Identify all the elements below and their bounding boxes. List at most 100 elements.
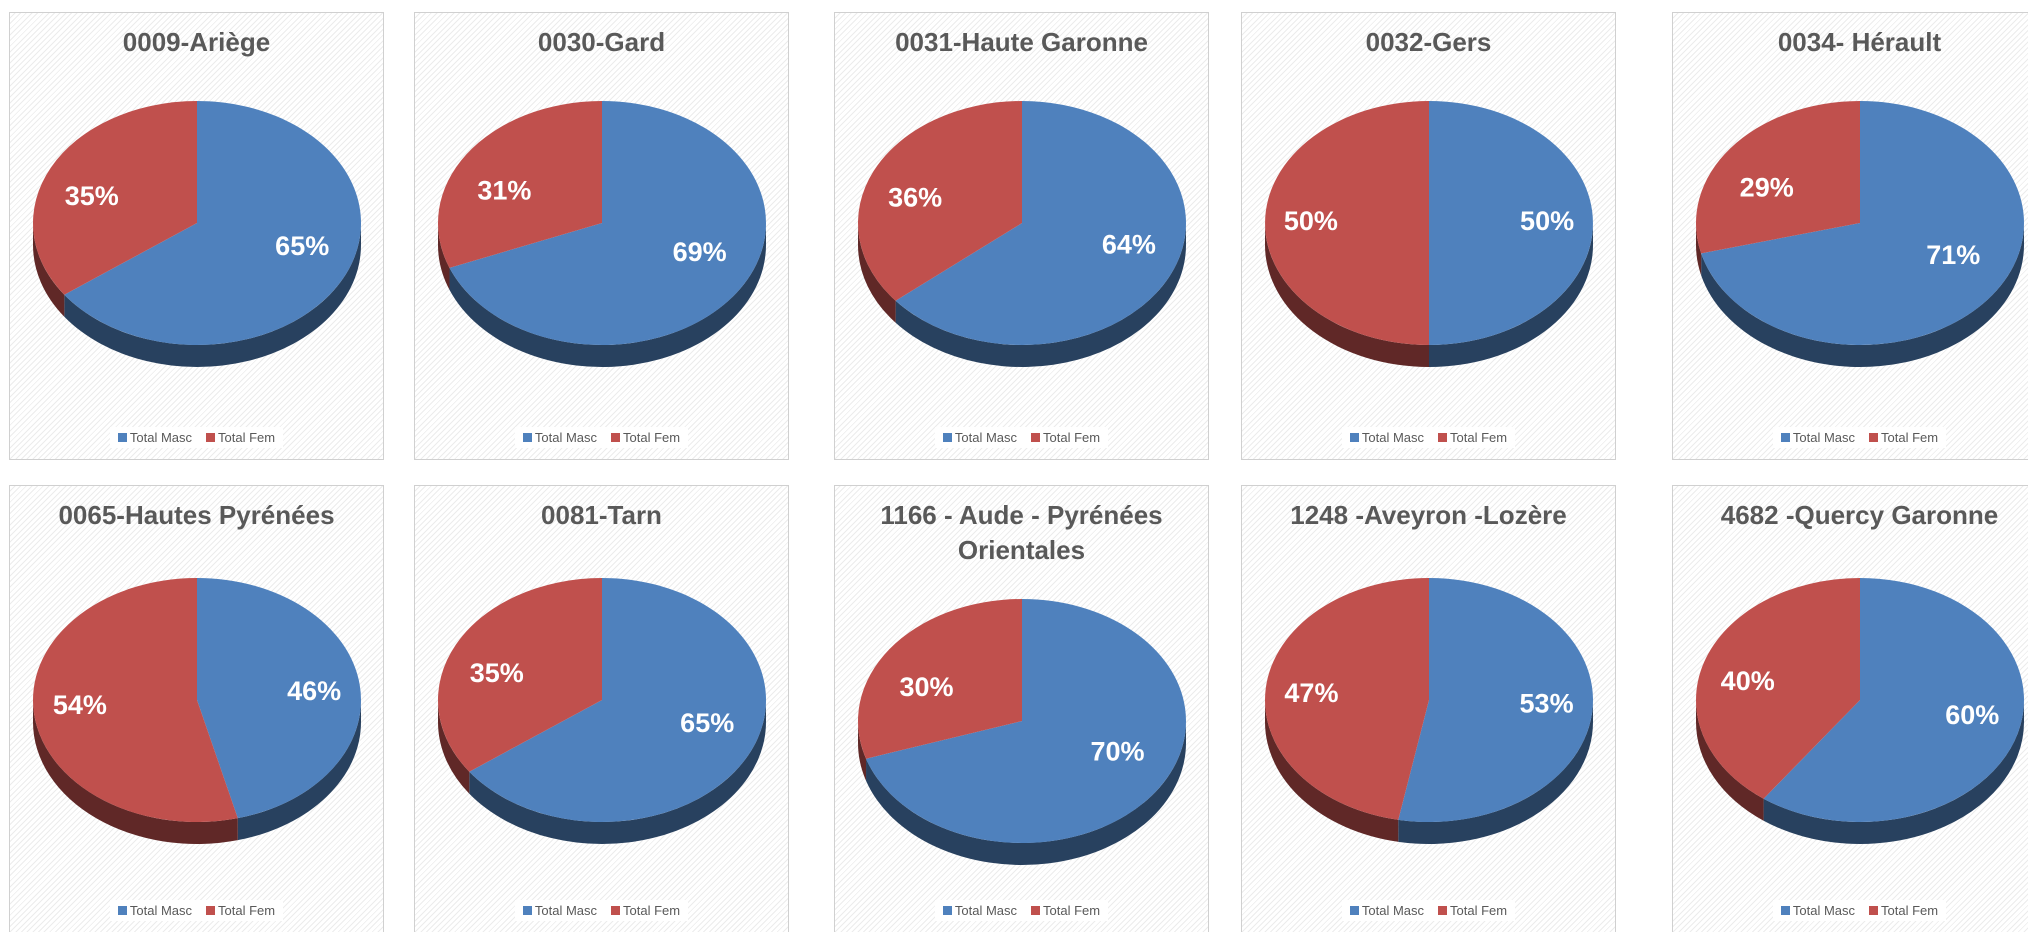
slice-side (469, 700, 766, 844)
legend-label: Total Fem (1450, 903, 1508, 918)
chart-title: 0034- Hérault (1777, 27, 1942, 57)
data-label: 50% (1520, 206, 1574, 236)
legend-label: Total Masc (954, 903, 1018, 918)
legend-box: Total Masc Total Fem (514, 427, 689, 448)
legend-item: Total Masc (522, 903, 598, 918)
legend: Total Masc Total Fem (835, 900, 1208, 921)
pie-slice (858, 101, 1022, 301)
chart-title: 0081-Tarn (541, 500, 662, 530)
legend-item: Total Masc (942, 903, 1018, 918)
pie-chart: 50% 50% (1265, 101, 1593, 367)
legend-box: Total Masc Total Fem (1772, 427, 1947, 448)
legend-label: Total Masc (1792, 903, 1856, 918)
slice-side (237, 700, 361, 841)
pie-slice (1398, 578, 1593, 822)
legend-label: Total Fem (1881, 430, 1939, 445)
slice-side (1763, 700, 2024, 844)
legend-swatch (522, 906, 532, 915)
pie-chart: 64% 36% (858, 101, 1186, 367)
data-label: 64% (1102, 230, 1156, 260)
slice-side (1696, 700, 1764, 821)
data-label: 71% (1926, 240, 1980, 270)
slice-side (1265, 223, 1429, 367)
legend-label: Total Fem (1881, 903, 1939, 918)
data-label: 70% (1091, 736, 1145, 766)
pie-slice (449, 101, 766, 345)
slice-side (866, 721, 1186, 865)
legend-label: Total Fem (1450, 430, 1508, 445)
legend-item: Total Masc (522, 430, 598, 445)
slice-side (438, 223, 450, 290)
legend-item: Total Masc (1780, 903, 1856, 918)
legend-swatch (1438, 906, 1448, 915)
pie-chart: 70% 30% (858, 599, 1186, 865)
legend-swatch (206, 906, 216, 915)
data-label: 50% (1284, 206, 1338, 236)
legend-item: Total Fem (206, 430, 275, 445)
legend: Total Masc Total Fem (1242, 427, 1615, 448)
data-label: 60% (1945, 700, 1999, 730)
chart-panel: 4682 -Quercy Garonne 60% 40% Total Masc Tota… (1672, 485, 2028, 932)
legend-label: Total Masc (954, 430, 1018, 445)
slice-side (895, 223, 1186, 367)
pie-slice (64, 101, 361, 345)
pie-chart: 69% 31% (438, 101, 766, 367)
pie-chart: 65% 35% (33, 101, 361, 367)
chart-panel: 1166 - Aude - Pyrénées Orientales 70% 30% T… (834, 485, 1209, 932)
legend-item: Total Masc (117, 903, 192, 918)
legend-swatch (1869, 906, 1879, 915)
pie-chart: 46% 54% (32, 578, 361, 844)
legend-swatch (1869, 433, 1879, 442)
legend-label: Total Masc (1361, 430, 1425, 445)
legend: Total Masc Total Fem (1242, 900, 1615, 921)
pie-slice (437, 578, 602, 772)
slice-side (33, 223, 65, 317)
pie-chart: 53% 47% (1265, 578, 1593, 844)
data-label: 35% (470, 658, 524, 688)
legend-label: Total Fem (623, 430, 681, 445)
legend: Total Masc Total Fem (10, 427, 383, 448)
legend-box: Total Masc Total Fem (109, 427, 284, 448)
legend: Total Masc Total Fem (835, 427, 1208, 448)
legend-label: Total Fem (1043, 903, 1101, 918)
chart-title: 1166 - Aude - Pyrénées Orientales (880, 500, 1163, 565)
legend: Total Masc Total Fem (10, 900, 383, 921)
data-label: 53% (1520, 688, 1574, 718)
chart-title: 0065-Hautes Pyrénées (58, 500, 335, 530)
chart-panel: 0034- Hérault 71% 29% Total Masc Total Fem (1672, 12, 2028, 460)
slice-side (1701, 223, 2024, 367)
slice-side (1429, 223, 1593, 367)
pie-chart: 60% 40% (1696, 578, 2024, 844)
legend-box: Total Masc Total Fem (934, 900, 1109, 921)
data-label: 31% (477, 175, 531, 205)
legend-swatch (1349, 906, 1359, 915)
data-label: 47% (1284, 678, 1338, 708)
slice-side (858, 721, 867, 781)
chart-title: 4682 -Quercy Garonne (1720, 500, 1999, 530)
pie-slice (866, 599, 1186, 843)
pie-slice (1696, 578, 1860, 799)
chart-title: 0030-Gard (537, 27, 666, 57)
legend-label: Total Masc (534, 430, 598, 445)
legend-box: Total Masc Total Fem (1341, 900, 1516, 921)
legend-item: Total Fem (611, 430, 680, 445)
legend-label: Total Masc (534, 903, 598, 918)
pie-slice (1265, 578, 1429, 820)
slice-side (64, 223, 361, 367)
legend-swatch (522, 433, 532, 442)
legend-label: Total Fem (1043, 430, 1101, 445)
data-label: 69% (673, 237, 727, 267)
pie-slice (469, 578, 766, 822)
legend-label: Total Masc (1361, 903, 1425, 918)
chart-title: 0032-Gers (1365, 27, 1492, 57)
data-label: 40% (1721, 666, 1775, 696)
pie-slice (1429, 101, 1593, 345)
slice-side (1696, 223, 1702, 276)
data-label: 30% (899, 672, 953, 702)
pie-chart: 65% 35% (437, 578, 766, 844)
pie-slice (895, 101, 1186, 346)
data-label: 35% (65, 181, 119, 211)
slice-side (858, 223, 896, 323)
legend-item: Total Fem (206, 903, 275, 918)
